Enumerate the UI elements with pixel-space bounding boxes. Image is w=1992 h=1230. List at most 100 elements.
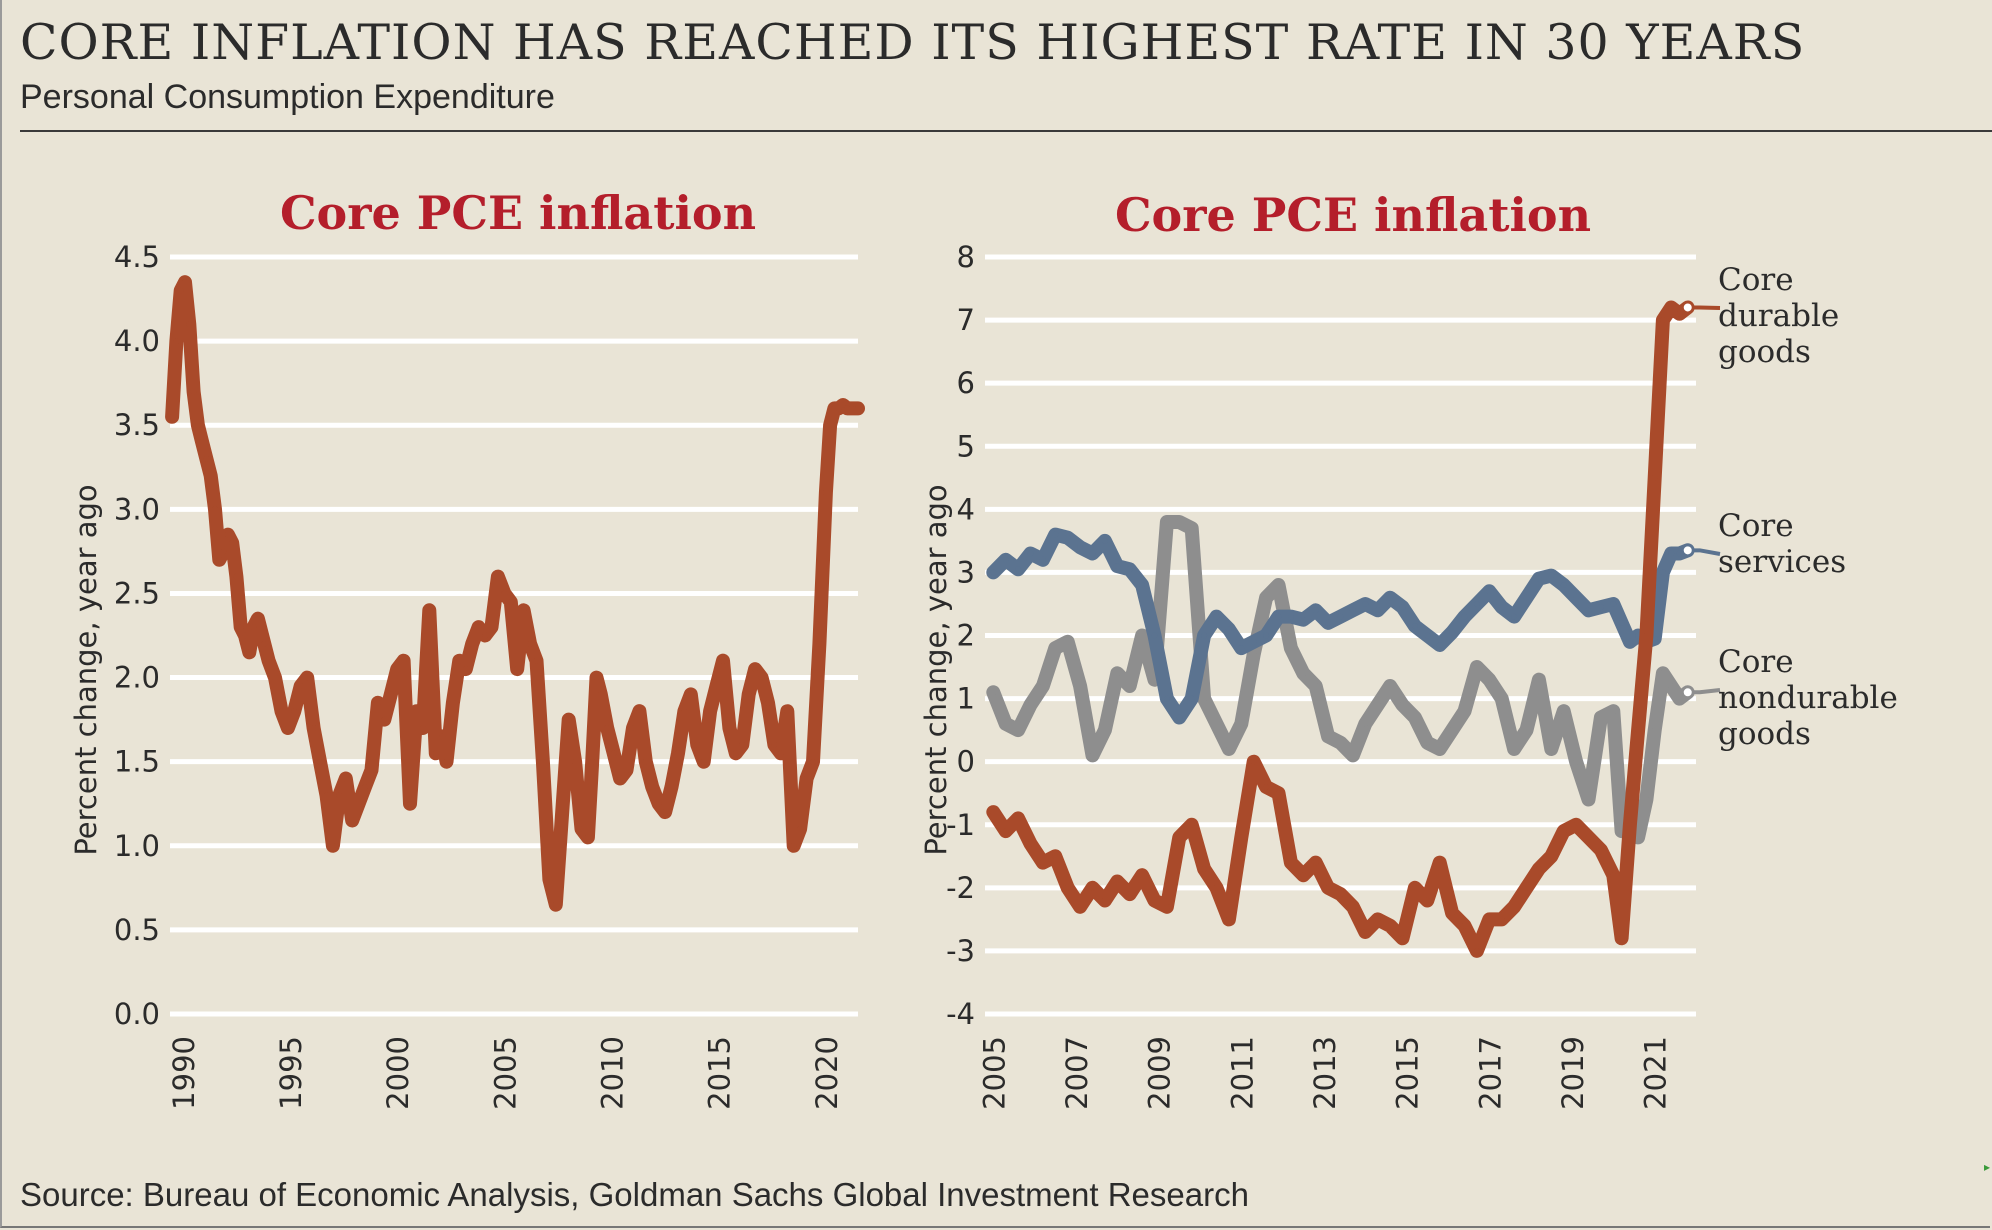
data-point bbox=[848, 405, 855, 412]
data-point bbox=[1176, 834, 1183, 841]
legend-entry-line: Core bbox=[1718, 508, 1794, 544]
data-point bbox=[1139, 632, 1146, 639]
data-point bbox=[1039, 859, 1046, 866]
data-point bbox=[990, 809, 997, 816]
left-x-tick-label: 2005 bbox=[488, 1036, 522, 1110]
data-point bbox=[765, 699, 771, 706]
data-point bbox=[1659, 670, 1666, 677]
data-point bbox=[610, 750, 617, 757]
left-y-tick-label: 1.5 bbox=[114, 745, 160, 779]
data-point bbox=[1176, 714, 1183, 721]
data-point bbox=[1039, 556, 1046, 563]
data-point bbox=[323, 792, 330, 799]
left-x-tick-label: 2020 bbox=[810, 1036, 844, 1110]
data-point bbox=[1387, 922, 1394, 929]
data-point bbox=[1126, 891, 1133, 898]
data-point bbox=[362, 783, 368, 790]
data-point bbox=[1337, 739, 1344, 746]
data-point bbox=[1337, 891, 1344, 898]
data-point bbox=[1101, 727, 1108, 734]
data-point bbox=[1300, 616, 1307, 623]
data-point bbox=[186, 321, 193, 328]
data-point bbox=[1436, 642, 1443, 648]
data-point bbox=[278, 708, 285, 715]
data-point bbox=[1300, 670, 1307, 677]
data-point bbox=[1238, 720, 1245, 727]
data-point bbox=[990, 689, 997, 696]
data-point bbox=[1449, 629, 1456, 636]
data-point bbox=[220, 548, 227, 555]
data-point bbox=[400, 657, 407, 664]
data-point bbox=[732, 750, 739, 757]
data-point bbox=[1362, 929, 1369, 935]
data-point bbox=[1225, 916, 1232, 923]
data-point bbox=[1015, 566, 1022, 573]
data-point bbox=[1300, 872, 1307, 879]
data-point bbox=[1411, 884, 1418, 891]
data-point bbox=[1523, 594, 1530, 601]
data-point bbox=[514, 666, 521, 673]
data-point bbox=[687, 691, 694, 698]
data-point bbox=[1362, 601, 1369, 607]
data-point bbox=[822, 489, 829, 496]
data-point bbox=[527, 640, 534, 647]
data-point bbox=[855, 405, 861, 412]
left-y-tick-label: 2.5 bbox=[114, 576, 160, 610]
data-point bbox=[1486, 588, 1493, 595]
data-point bbox=[394, 666, 401, 673]
data-point bbox=[1610, 872, 1617, 879]
data-point bbox=[1349, 903, 1356, 910]
data-point bbox=[835, 405, 842, 412]
data-point bbox=[810, 758, 816, 765]
data-point bbox=[1287, 859, 1294, 866]
data-point bbox=[1312, 607, 1319, 614]
data-point bbox=[173, 338, 180, 345]
data-point bbox=[1535, 865, 1542, 872]
data-point bbox=[1473, 601, 1480, 607]
data-point bbox=[1585, 834, 1592, 841]
data-point bbox=[1188, 525, 1195, 532]
right-y-tick-label: 2 bbox=[957, 619, 975, 653]
data-point bbox=[593, 674, 600, 681]
data-point bbox=[1461, 922, 1468, 929]
data-point bbox=[1486, 676, 1493, 683]
data-point bbox=[1126, 566, 1133, 573]
data-point bbox=[1511, 613, 1518, 620]
data-point bbox=[1449, 910, 1456, 917]
data-point bbox=[482, 632, 489, 639]
data-point bbox=[797, 826, 804, 832]
data-point bbox=[413, 708, 420, 715]
data-point bbox=[190, 388, 197, 395]
data-point bbox=[1374, 916, 1381, 923]
data-point bbox=[381, 716, 388, 723]
right-x-tick-label: 2015 bbox=[1391, 1036, 1425, 1110]
data-point bbox=[177, 287, 184, 294]
data-point bbox=[623, 767, 630, 774]
data-point bbox=[1651, 474, 1658, 481]
data-point bbox=[1064, 638, 1071, 645]
left-y-tick-label: 4.5 bbox=[114, 240, 160, 274]
data-point bbox=[803, 775, 810, 782]
data-point bbox=[1523, 884, 1530, 891]
data-point bbox=[419, 725, 426, 731]
data-point bbox=[1275, 582, 1282, 588]
data-point bbox=[1077, 683, 1084, 689]
data-point bbox=[1002, 556, 1009, 563]
data-point bbox=[1486, 916, 1493, 923]
data-point bbox=[1077, 903, 1084, 910]
data-point bbox=[349, 817, 356, 824]
data-point bbox=[1213, 720, 1220, 727]
data-point bbox=[1213, 613, 1220, 620]
right-panel-title: Core PCE inflation bbox=[1115, 188, 1591, 242]
right-y-tick-label: -4 bbox=[946, 997, 975, 1031]
data-point bbox=[1643, 632, 1650, 639]
data-point bbox=[1263, 783, 1270, 790]
data-point bbox=[1399, 935, 1406, 942]
data-point bbox=[1597, 604, 1604, 611]
data-point bbox=[182, 279, 188, 286]
data-point bbox=[1089, 884, 1096, 891]
